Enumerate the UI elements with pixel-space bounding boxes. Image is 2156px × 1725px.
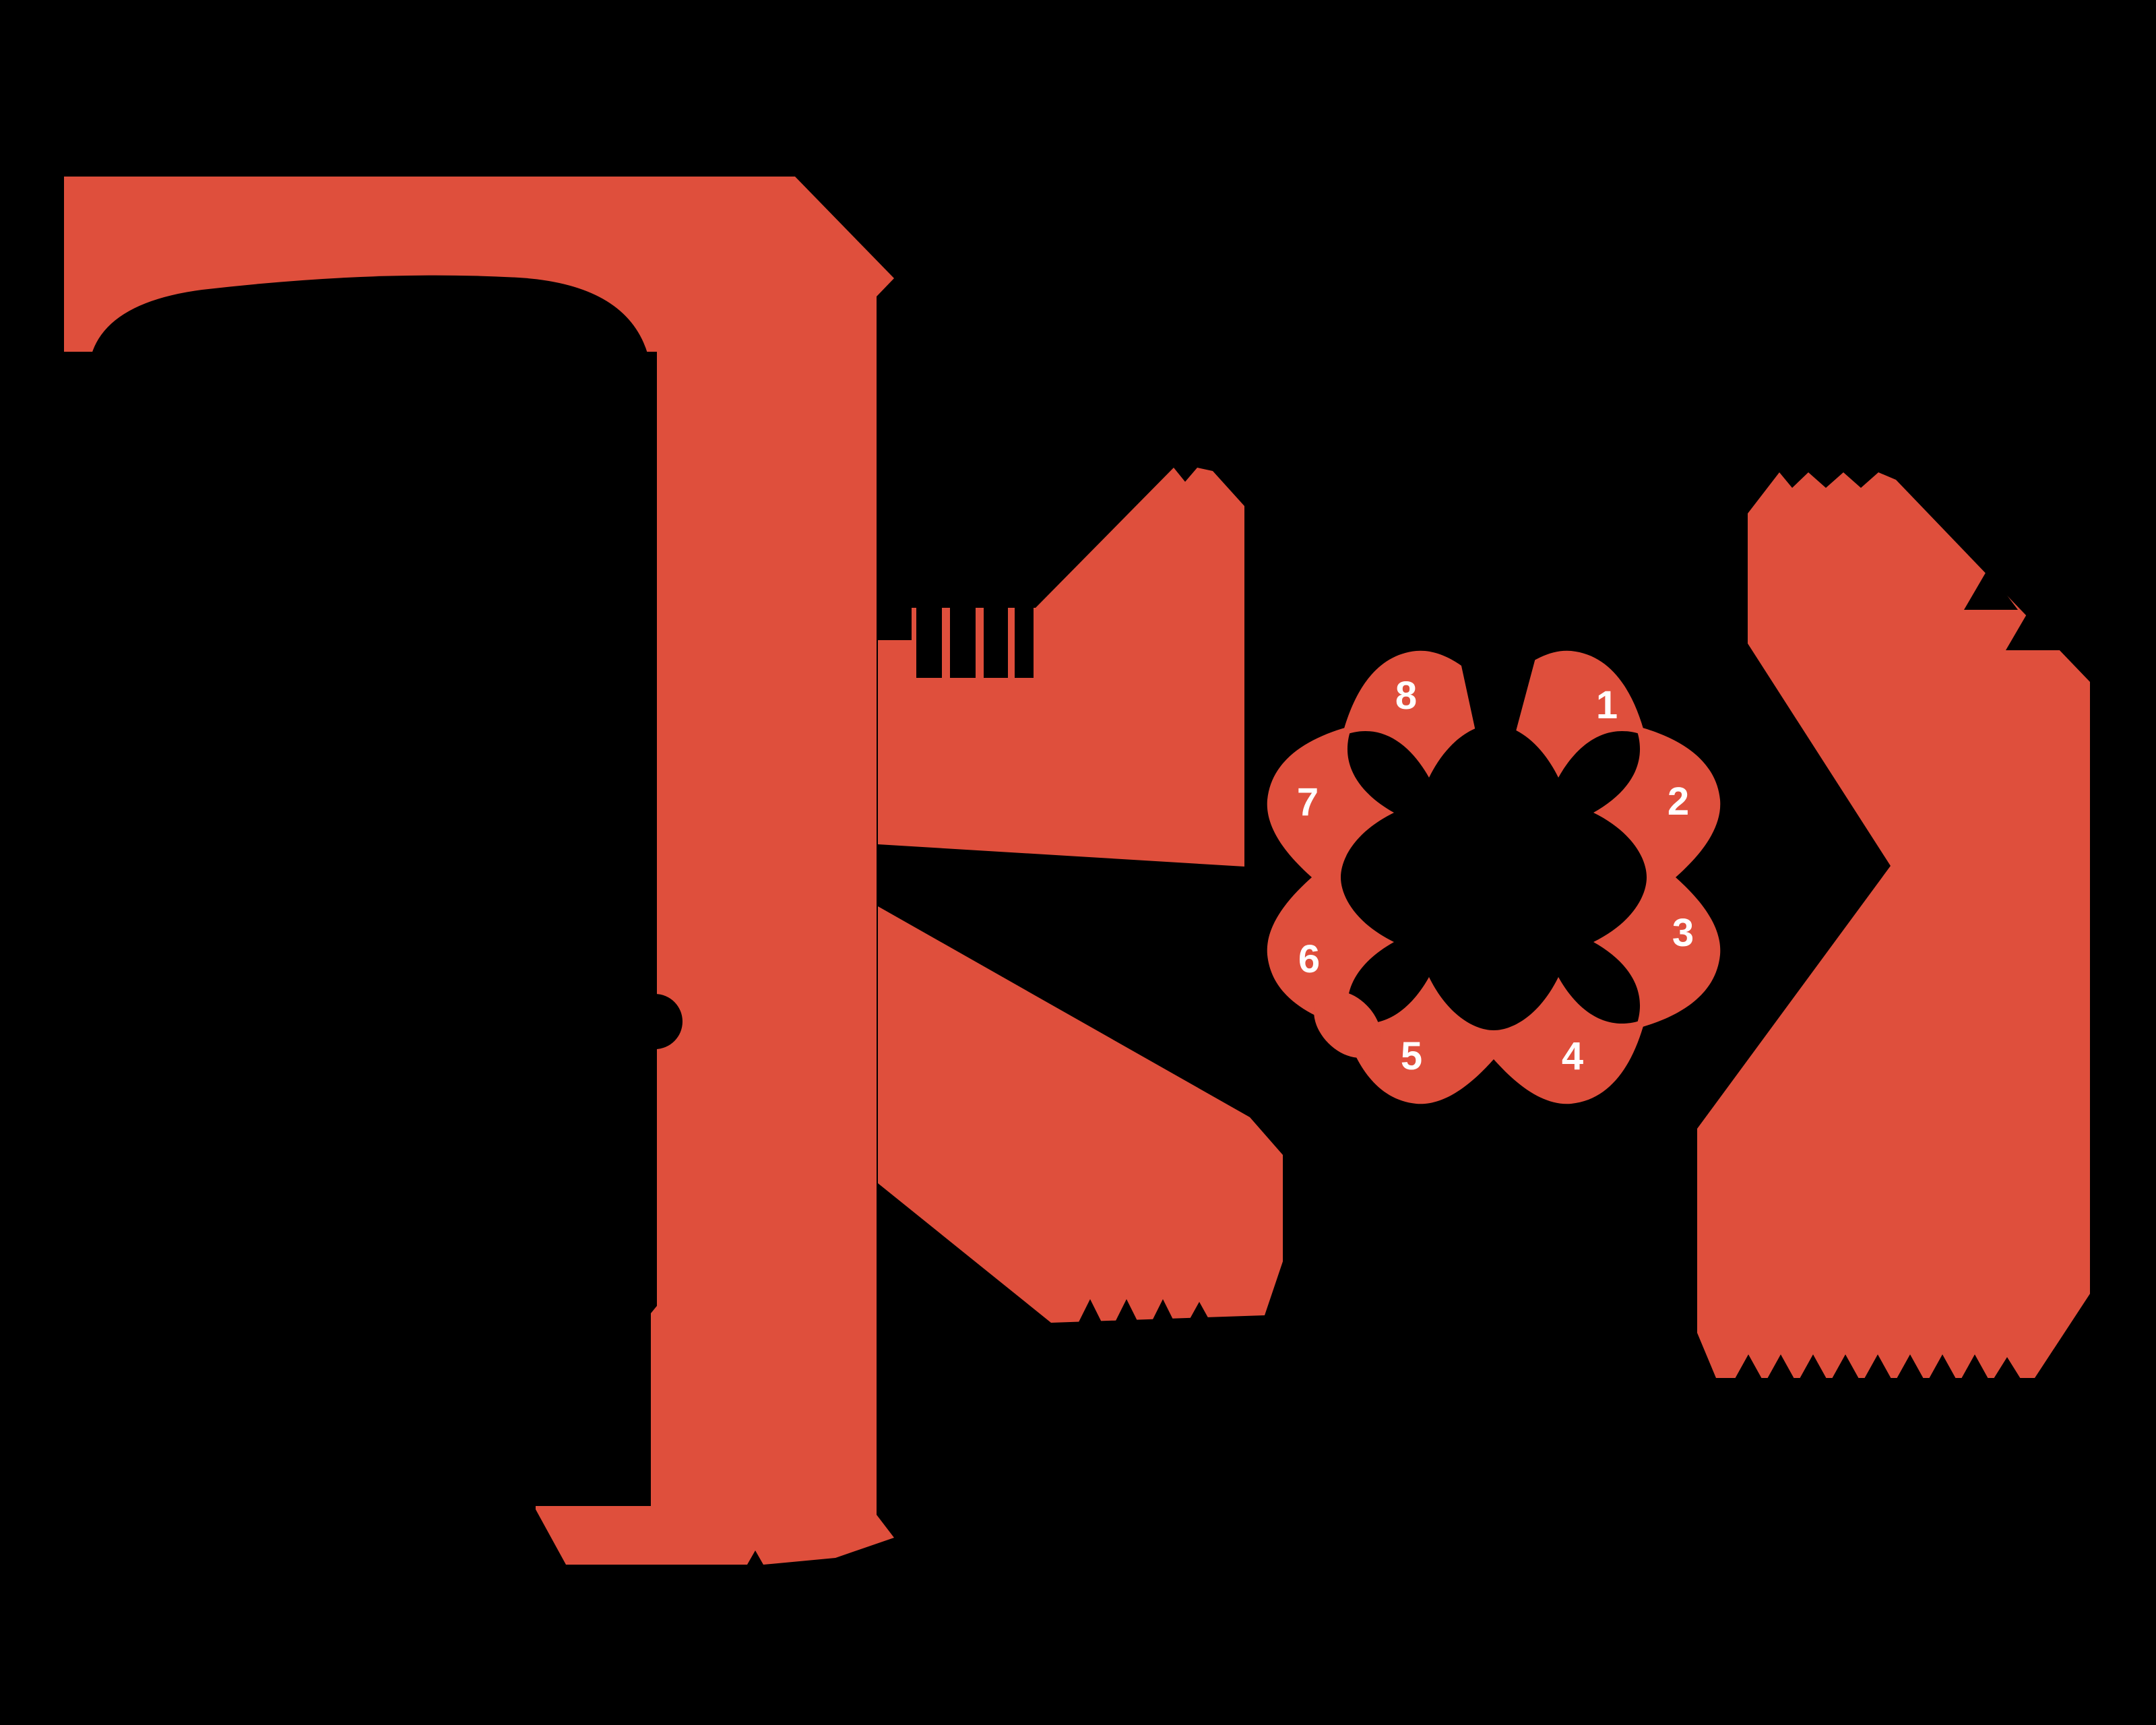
petal-pair-bottom <box>1342 977 1645 1104</box>
step-number-3: 3 <box>1672 911 1694 955</box>
step-number-6: 6 <box>1298 937 1320 981</box>
upper-arm-text-notches <box>916 585 1034 678</box>
logo-upper-arm <box>878 468 1244 867</box>
right-chevron <box>1697 472 2090 1378</box>
chevron-edge-text-notches <box>1964 569 2060 650</box>
step-number-4: 4 <box>1562 1034 1583 1078</box>
logo-lower-arm <box>878 906 1283 1323</box>
petal-pair-right <box>1593 726 1721 1029</box>
ring-top-gap <box>1453 625 1544 731</box>
step-number-2: 2 <box>1668 780 1689 823</box>
step-number-1: 1 <box>1596 683 1618 727</box>
chevron-bottom-text-notches <box>1735 1354 2021 1379</box>
logo-flag-stem <box>64 177 894 1565</box>
petal-connector <box>1314 991 1381 1058</box>
step-number-8: 8 <box>1395 674 1417 718</box>
cycle-ring <box>1267 650 1721 1104</box>
stem-notch <box>627 994 683 1049</box>
petal-pair-left <box>1267 726 1394 1029</box>
lower-arm-text-notches <box>1077 1299 1213 1326</box>
step-numbers: 1 2 3 4 5 6 7 8 <box>1297 674 1694 1078</box>
logo-counter-shape <box>88 275 651 1507</box>
step-number-5: 5 <box>1401 1034 1422 1078</box>
step-number-7: 7 <box>1297 780 1319 824</box>
